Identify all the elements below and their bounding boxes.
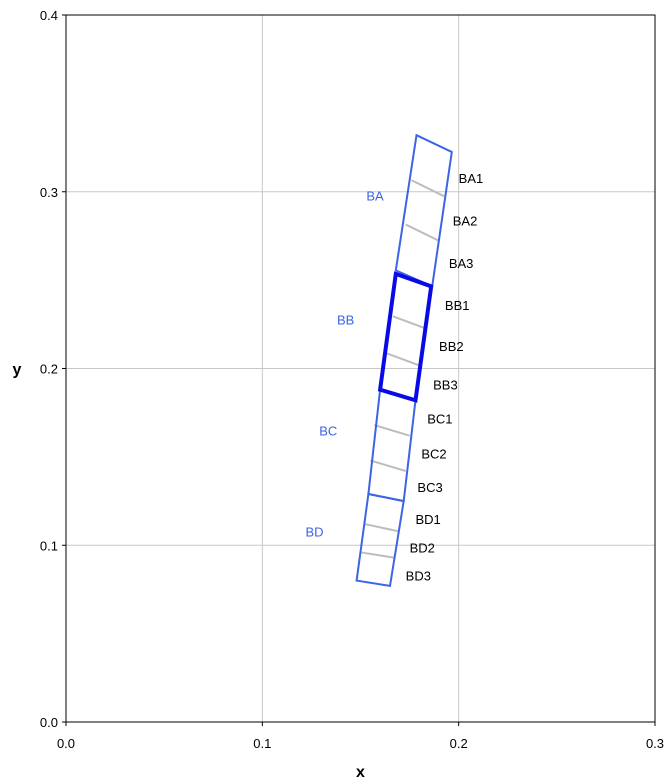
- segment-divider-bd: [364, 523, 399, 533]
- segment-divider-ba: [411, 179, 445, 198]
- group-label-bb: BB: [337, 312, 354, 327]
- segment-label-bd1: BD1: [415, 512, 440, 527]
- labels: BA BA1 BA2 BA3 BB BB1 BB2 BB3 BC BC1 BC2 BC3 BD BD1 BD…: [306, 171, 484, 584]
- y-tick-labels: 0.0 0.1 0.2 0.3 0.4: [40, 8, 66, 730]
- y-tick-label: 0.4: [40, 8, 58, 23]
- group-label-ba: BA: [366, 189, 384, 204]
- group-label-bc: BC: [319, 424, 337, 439]
- segment-label-bb2: BB2: [439, 339, 464, 354]
- group-label-bd: BD: [306, 524, 324, 539]
- segment-label-bc2: BC2: [421, 447, 446, 462]
- segment-divider-bc: [373, 424, 410, 437]
- x-tick-labels: 0.0 0.1 0.2 0.3: [57, 722, 664, 751]
- segment-label-bb1: BB1: [445, 298, 470, 313]
- block-bc: [367, 388, 417, 503]
- y-tick-label: 0.2: [40, 362, 58, 377]
- block-ba: [394, 133, 453, 288]
- x-axis-title: x: [356, 764, 365, 781]
- block-bd: [355, 492, 405, 588]
- x-tick-label: 0.3: [646, 736, 664, 751]
- x-tick-label: 0.1: [253, 736, 271, 751]
- gridlines: [66, 15, 655, 722]
- segment-divider-bd: [360, 551, 395, 559]
- segment-label-ba1: BA1: [459, 171, 484, 186]
- x-tick-label: 0.0: [57, 736, 75, 751]
- x-tick-label: 0.2: [450, 736, 468, 751]
- shapes: [355, 133, 453, 588]
- segment-divider-bc: [370, 459, 406, 472]
- segment-divider-bb: [386, 352, 421, 367]
- segment-label-bd2: BD2: [410, 540, 435, 555]
- segment-label-bc1: BC1: [427, 411, 452, 426]
- y-axis-title: y: [13, 362, 22, 379]
- segment-label-ba2: BA2: [453, 213, 478, 228]
- y-tick-label: 0.1: [40, 538, 58, 553]
- segment-label-bd3: BD3: [406, 569, 431, 584]
- segment-label-ba3: BA3: [449, 256, 474, 271]
- segment-label-bc3: BC3: [417, 480, 442, 495]
- segment-divider-ba: [405, 223, 439, 242]
- y-tick-label: 0.0: [40, 715, 58, 730]
- segment-label-bb3: BB3: [433, 378, 458, 393]
- block-bb: [377, 271, 434, 403]
- segment-divider-bb: [392, 315, 427, 330]
- y-tick-label: 0.3: [40, 185, 58, 200]
